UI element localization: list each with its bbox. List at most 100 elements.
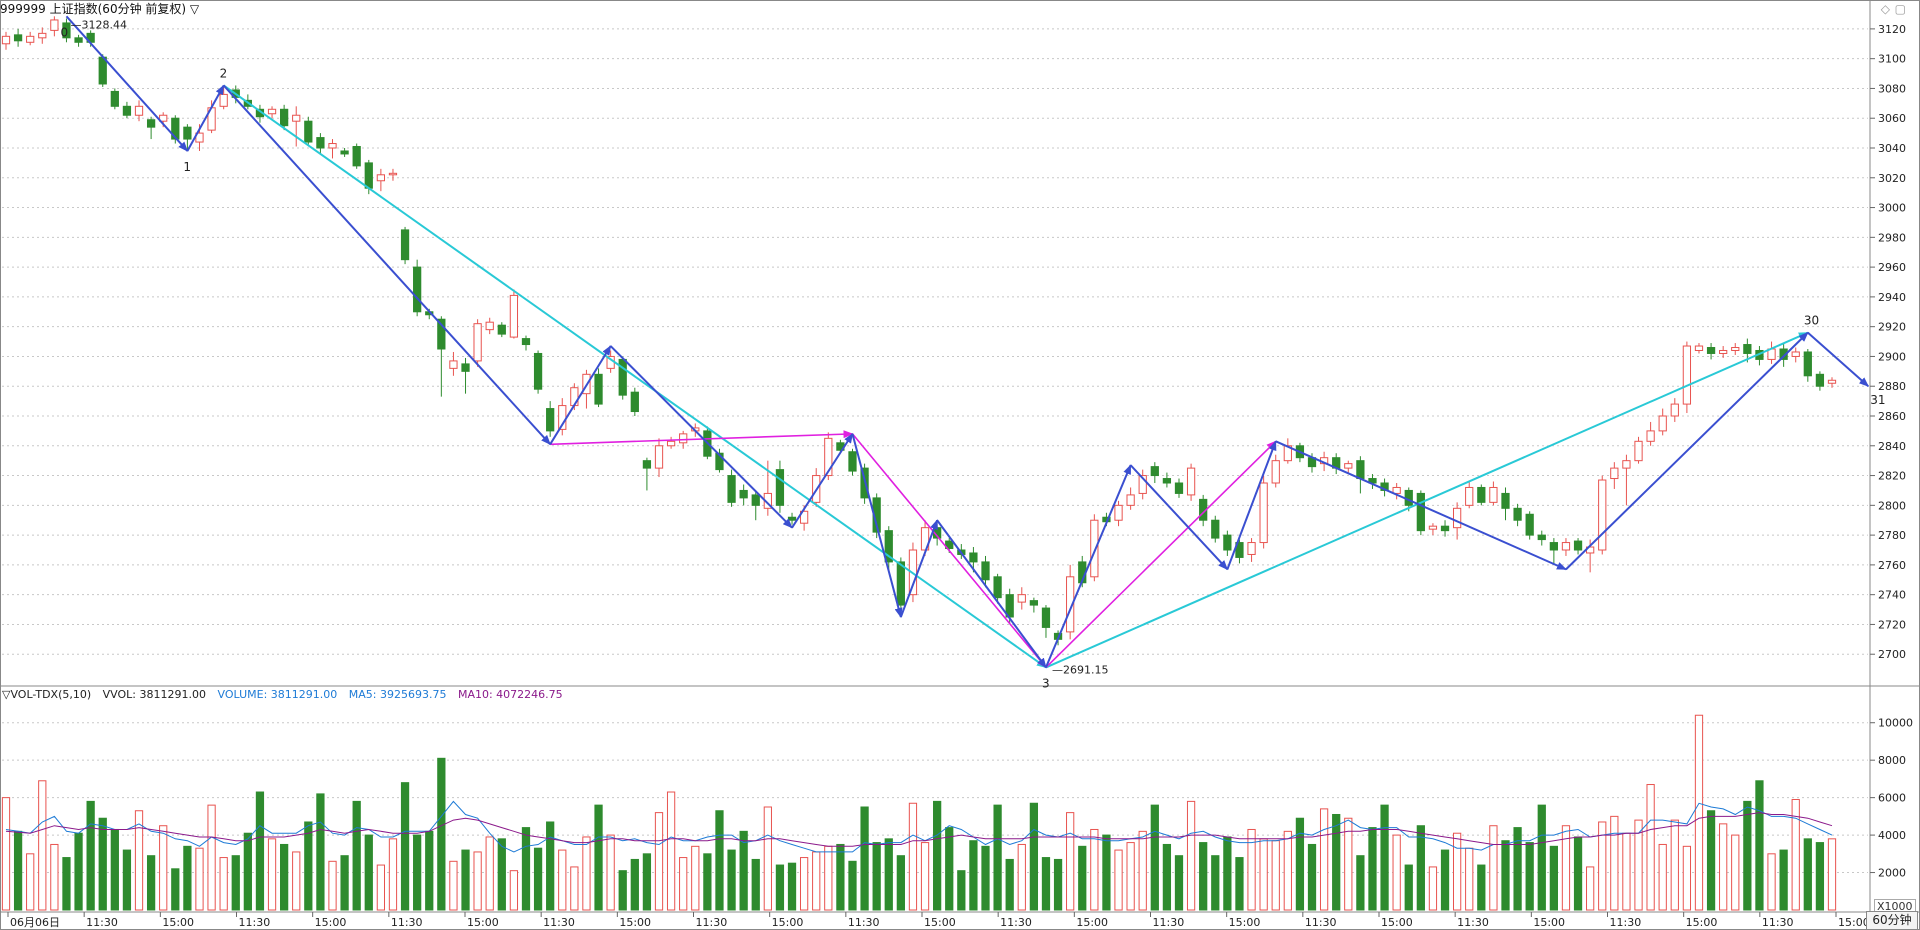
ma5-value: MA5: 3925693.75	[348, 688, 447, 701]
volume-bar	[231, 855, 240, 911]
candle-body	[316, 137, 325, 149]
restore-icon[interactable]: ◇	[1880, 2, 1890, 16]
volume-bar	[630, 858, 639, 911]
candle-body	[1211, 519, 1220, 539]
candle-body	[1174, 482, 1184, 494]
volume-bar	[1283, 830, 1292, 911]
volume-bar	[739, 830, 748, 911]
pivot-label: 2	[220, 66, 228, 80]
candle-body	[26, 35, 35, 43]
time-tick-label: 11:30	[543, 916, 575, 929]
volume-bar	[558, 849, 567, 911]
volume-bar	[316, 793, 325, 911]
volume-bar	[183, 845, 192, 911]
volume-bar	[1066, 812, 1075, 911]
time-tick-label: 15:00	[1686, 916, 1718, 929]
volume-bar	[1235, 857, 1244, 911]
price-tick-label: 2860	[1878, 410, 1906, 423]
bi-stroke	[1565, 331, 1809, 571]
volume-bar	[1598, 821, 1607, 911]
candle-body	[751, 494, 760, 506]
segment-line	[1045, 331, 1809, 669]
volume-bar	[872, 842, 881, 911]
candle-body	[884, 530, 893, 563]
volume-bar	[787, 862, 797, 911]
candle-body	[110, 90, 119, 107]
maximize-icon[interactable]: ▢	[1894, 2, 1906, 16]
candle-body	[74, 37, 83, 43]
volume-bar	[1670, 819, 1679, 911]
candle-body	[437, 318, 446, 350]
volume-indicator-name[interactable]: ▽VOL-TDX(5,10)	[2, 688, 92, 701]
volume-bar	[243, 832, 252, 911]
volume-bar	[1223, 836, 1232, 911]
volume-bar	[679, 857, 688, 911]
bi-stroke	[1129, 464, 1229, 571]
volume-bar	[1791, 799, 1800, 911]
candle-body	[1525, 513, 1534, 536]
volume-bar	[1319, 808, 1329, 911]
candle-body	[896, 561, 905, 606]
price-tick-label: 2760	[1878, 559, 1906, 572]
candle-body	[171, 117, 180, 140]
candle-body	[1416, 492, 1425, 532]
volume-bar	[1332, 813, 1341, 911]
candle-body	[183, 126, 192, 140]
volume-bar	[1827, 838, 1837, 911]
volume-bar	[1719, 823, 1728, 911]
time-tick-label: 15:00	[467, 916, 499, 929]
candle-body	[1017, 594, 1026, 603]
candle-body	[1465, 486, 1474, 506]
ma10-value: MA10: 4072246.75	[457, 688, 563, 701]
candle-body	[848, 451, 857, 472]
candle-body	[1513, 507, 1522, 521]
bi-stroke	[936, 519, 1047, 669]
candle-body	[292, 114, 301, 122]
candle-body	[775, 469, 785, 506]
candle-body	[787, 516, 797, 521]
pivot-label: 3	[1042, 676, 1050, 690]
candle-body	[413, 266, 422, 313]
volume-bar	[1477, 864, 1486, 911]
volume-bar	[159, 825, 168, 911]
price-tick-label: 2940	[1878, 291, 1906, 304]
price-tick-label: 2780	[1878, 529, 1906, 542]
candle-body	[1610, 467, 1619, 480]
candle-body	[146, 119, 156, 128]
volume-bar	[1428, 866, 1438, 911]
volume-bar	[62, 857, 71, 911]
volume-bar	[1404, 864, 1413, 911]
volume-bar	[1682, 845, 1692, 911]
volume-bar	[1610, 815, 1619, 911]
volume-bar	[1767, 853, 1776, 911]
time-tick-label: 15:00	[1533, 916, 1565, 929]
price-tick-label: 2920	[1878, 321, 1906, 334]
timeframe-selector[interactable]: 60分钟	[1866, 911, 1918, 930]
volume-bar	[1150, 804, 1159, 911]
candle-body	[824, 437, 833, 477]
volume-bar	[1440, 849, 1450, 911]
volume-bar	[1525, 842, 1534, 911]
volume-bar	[1259, 838, 1268, 911]
volume-bar	[1694, 714, 1704, 911]
volume-bar	[1380, 804, 1389, 911]
candle-body	[1477, 486, 1486, 503]
candle-body	[1271, 460, 1280, 484]
volume-bar	[1622, 832, 1631, 911]
candle-body	[1561, 542, 1571, 551]
price-tick-label: 2980	[1878, 231, 1906, 244]
candle-body	[969, 552, 978, 563]
candle-body	[497, 324, 506, 335]
volume-bar	[1513, 827, 1522, 911]
volume-bar	[1658, 843, 1667, 911]
candle-body	[799, 510, 809, 524]
price-tick-label: 3060	[1878, 112, 1906, 125]
volume-bar	[485, 836, 494, 911]
candle-body	[1344, 463, 1353, 469]
candle-body	[521, 338, 531, 346]
volume-bar	[799, 857, 809, 911]
candle-body	[1247, 542, 1256, 555]
price-tick-label: 3120	[1878, 23, 1906, 36]
volume-bar	[376, 864, 386, 911]
